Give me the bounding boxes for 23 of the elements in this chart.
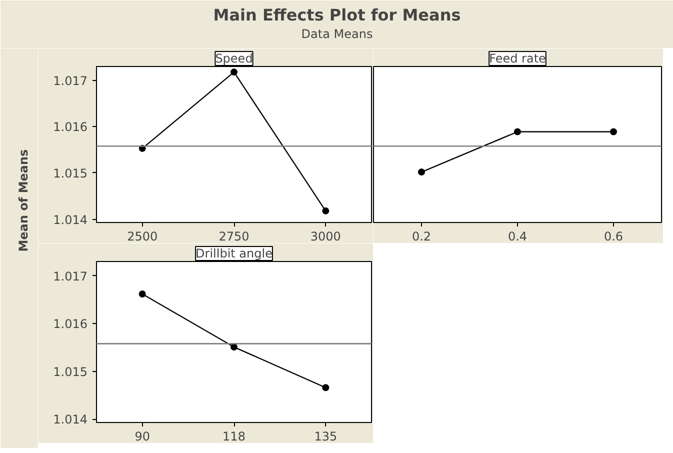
y-tick-label: 1.016 (53, 120, 88, 134)
x-axis-title: Feed rate (489, 52, 546, 66)
x-tick-label: 0.6 (604, 230, 624, 244)
y-tick-label: 1.016 (53, 317, 88, 332)
x-tick-label: 3000 (310, 230, 341, 244)
x-tick-label: 135 (314, 430, 338, 444)
x-tick-label: 0.2 (412, 230, 432, 244)
x-tick-label: 90 (134, 430, 150, 444)
x-axis-title: Drillbit angle (196, 246, 272, 260)
x-tick-label: 118 (222, 430, 246, 444)
y-axis-title: Mean of Means (16, 149, 30, 252)
y-tick-label: 1.015 (53, 364, 88, 379)
x-tick-label: 2750 (218, 230, 250, 244)
y-tick-label: 1.014 (53, 212, 88, 227)
y-tick-label: 1.017 (53, 74, 88, 88)
chart-subtitle: Data Means (301, 26, 373, 41)
x-axis-title: Speed (215, 52, 253, 66)
x-tick-label: 2500 (127, 230, 158, 244)
x-tick-label: 0.4 (508, 230, 528, 244)
y-tick-label: 1.017 (53, 269, 88, 284)
y-tick-label: 1.015 (53, 166, 88, 180)
chart-title: Main Effects Plot for Means (213, 6, 461, 24)
y-tick-label: 1.014 (53, 412, 88, 427)
